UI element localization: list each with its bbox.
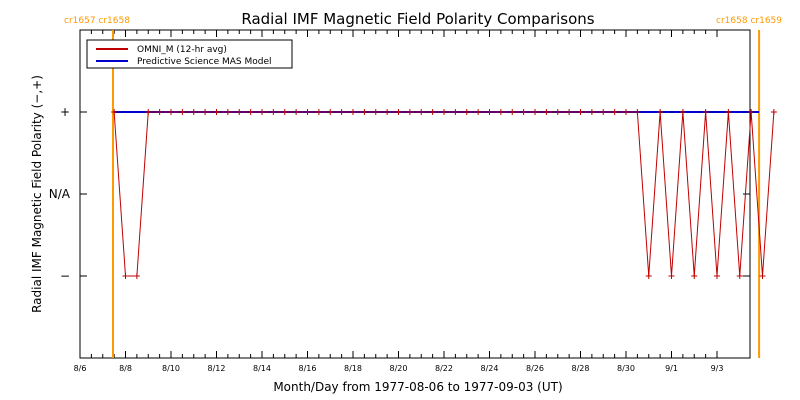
omni-point-marker [122, 273, 129, 279]
omni-point-marker [281, 109, 288, 115]
omni-point-marker [463, 109, 470, 115]
omni-point-marker [679, 109, 686, 115]
omni-point-marker [566, 109, 573, 115]
omni-point-marker [657, 109, 664, 115]
omni-point-marker [145, 109, 152, 115]
y-axis-label: Radial IMF Magnetic Field Polarity (−,+) [30, 75, 44, 313]
omni-point-marker [338, 109, 345, 115]
omni-point-marker [645, 273, 652, 279]
carrington-marker-label: cr1658 cr1659 [716, 16, 782, 26]
x-tick-label: 9/1 [665, 364, 678, 373]
x-tick-label: 8/14 [253, 364, 271, 373]
omni-point-marker [714, 273, 720, 279]
omni-point-marker [623, 109, 629, 115]
series-layer [111, 109, 777, 279]
x-tick-label: 8/26 [526, 364, 544, 373]
x-tick-label: 9/3 [711, 364, 724, 373]
legend-box [86, 39, 293, 69]
omni-point-marker [668, 273, 675, 279]
axis-ticks-layer: 8/6 8/8 8/10 8/12 8/14 8/16 8/18 8/20 8/22 8/24 8/… [49, 30, 750, 373]
x-axis-label: Month/Day from 1977-08-06 to 1977-09-03 … [273, 380, 562, 394]
y-tick-label: + [60, 105, 70, 119]
omni-point-marker [736, 273, 743, 279]
omni-point-marker [577, 109, 584, 115]
omni-point-marker [361, 109, 368, 115]
omni-point-marker [111, 109, 118, 115]
omni-point-marker [213, 109, 220, 115]
omni-point-marker [509, 109, 516, 115]
omni-point-marker [452, 109, 459, 115]
omni-point-marker [156, 109, 163, 115]
omni-point-marker [486, 109, 493, 115]
omni-point-marker [179, 109, 186, 115]
legend-label-mas: Predictive Science MAS Model [137, 57, 272, 67]
omni-point-marker [441, 109, 447, 115]
omni-point-marker [247, 109, 254, 115]
omni-point-marker [350, 109, 356, 115]
x-tick-label: 8/22 [435, 364, 453, 373]
x-tick-label: 8/20 [390, 364, 408, 373]
legend-label-omni: OMNI_M (12-hr avg) [137, 45, 227, 55]
x-tick-label: 8/28 [572, 364, 590, 373]
omni-point-marker [748, 109, 755, 115]
omni-point-marker [611, 109, 618, 115]
omni-point-marker [315, 109, 322, 115]
omni-point-marker [759, 273, 766, 279]
omni-point-marker [418, 109, 425, 115]
omni-point-marker [702, 109, 709, 115]
omni-point-marker [634, 109, 641, 115]
series-omni-line [113, 111, 775, 277]
omni-point-marker [384, 109, 391, 115]
omni-point-marker [497, 109, 504, 115]
omni-point-marker [600, 109, 607, 115]
omni-point-marker [588, 109, 595, 115]
omni-point-marker [190, 109, 197, 115]
omni-point-marker [543, 109, 550, 115]
carrington-marker-label: cr1657 cr1658 [64, 16, 130, 26]
omni-point-marker [429, 109, 436, 115]
omni-point-marker [725, 109, 732, 115]
omni-point-marker [202, 109, 209, 115]
omni-point-marker [270, 109, 277, 115]
x-tick-label: 8/30 [617, 364, 635, 373]
y-tick-label: N/A [49, 187, 71, 201]
omni-point-marker [554, 109, 561, 115]
omni-point-marker [259, 109, 265, 115]
x-tick-label: 8/24 [481, 364, 499, 373]
x-tick-label: 8/18 [344, 364, 362, 373]
plot-frame [79, 29, 751, 359]
omni-point-marker [475, 109, 482, 115]
omni-point-marker [133, 273, 140, 279]
omni-point-marker [236, 109, 243, 115]
legend: OMNI_M (12-hr avg) Predictive Science MA… [86, 39, 293, 69]
omni-point-marker [691, 273, 698, 279]
omni-point-marker [304, 109, 311, 115]
omni-point-marker [520, 109, 527, 115]
omni-point-marker [168, 109, 174, 115]
omni-point-marker [327, 109, 334, 115]
omni-point-marker [293, 109, 300, 115]
omni-point-marker [224, 109, 231, 115]
omni-point-marker [770, 109, 777, 115]
carrington-markers-layer: cr1657 cr1658 cr1658 cr1659 [64, 16, 782, 358]
x-tick-label: 8/8 [119, 364, 132, 373]
omni-point-marker [372, 109, 379, 115]
chart-title: Radial IMF Magnetic Field Polarity Compa… [241, 10, 594, 28]
x-tick-label: 8/6 [74, 364, 87, 373]
x-tick-label: 8/12 [208, 364, 226, 373]
omni-point-marker [532, 109, 538, 115]
x-tick-label: 8/10 [162, 364, 180, 373]
omni-point-marker [406, 109, 413, 115]
y-tick-label: − [60, 269, 70, 283]
x-tick-label: 8/16 [299, 364, 317, 373]
omni-point-marker [395, 109, 402, 115]
